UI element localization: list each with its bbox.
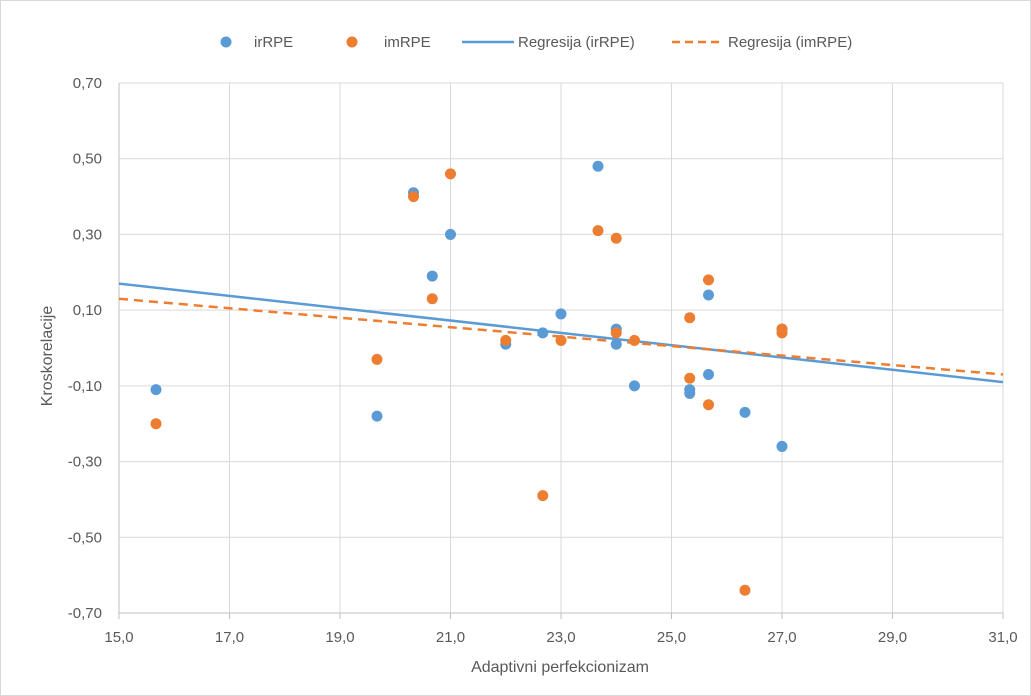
point-irRPE bbox=[537, 327, 549, 339]
x-tick-label: 23,0 bbox=[546, 629, 575, 646]
legend-regression-irRPE-label: Regresija (irRPE) bbox=[518, 34, 635, 51]
x-tick-label: 31,0 bbox=[988, 629, 1017, 646]
point-imRPE bbox=[407, 191, 419, 203]
data-points bbox=[150, 160, 788, 596]
point-imRPE bbox=[610, 327, 622, 339]
y-tick-label: -0,70 bbox=[68, 605, 102, 622]
point-imRPE bbox=[703, 274, 715, 286]
point-irRPE bbox=[776, 440, 788, 452]
point-imRPE bbox=[684, 312, 696, 324]
point-imRPE bbox=[371, 353, 383, 365]
legend: irRPE imRPE Regresija (irRPE) Regresija … bbox=[220, 34, 852, 51]
point-irRPE bbox=[426, 270, 438, 282]
point-imRPE bbox=[426, 293, 438, 305]
point-irRPE bbox=[703, 369, 715, 380]
point-irRPE bbox=[555, 308, 567, 320]
point-irRPE bbox=[739, 406, 751, 418]
x-axis-title: Adaptivni perfekcionizam bbox=[471, 659, 649, 676]
legend-regression-imRPE-label: Regresija (imRPE) bbox=[728, 34, 852, 51]
point-irRPE bbox=[684, 387, 696, 399]
x-tick-labels: 15,0 17,0 19,0 21,0 23,0 25,0 27,0 29,0 31,0 bbox=[104, 629, 1017, 646]
point-imRPE bbox=[739, 584, 751, 596]
y-tick-label: -0,10 bbox=[68, 378, 102, 395]
point-imRPE bbox=[537, 490, 549, 502]
x-tick-label: 25,0 bbox=[657, 629, 686, 646]
point-imRPE bbox=[500, 334, 512, 346]
point-irRPE bbox=[592, 160, 604, 172]
legend-imRPE-marker bbox=[346, 36, 358, 48]
point-irRPE bbox=[150, 384, 162, 396]
y-tick-label: 0,70 bbox=[73, 75, 102, 92]
point-imRPE bbox=[703, 399, 715, 411]
axis-lines bbox=[118, 83, 1004, 619]
y-tick-label: -0,30 bbox=[68, 454, 102, 471]
x-tick-label: 19,0 bbox=[325, 629, 354, 646]
x-tick-label: 27,0 bbox=[767, 629, 796, 646]
legend-irRPE-label: irRPE bbox=[254, 34, 293, 51]
y-tick-label: -0,50 bbox=[68, 529, 102, 546]
y-tick-labels: 0,70 0,50 0,30 0,10 -0,10 -0,30 -0,50 -0,70 bbox=[68, 75, 102, 622]
regression-irRPE-line bbox=[118, 282, 1004, 384]
point-imRPE bbox=[610, 232, 622, 244]
point-irRPE bbox=[703, 289, 715, 301]
point-irRPE bbox=[445, 228, 456, 240]
point-imRPE bbox=[445, 168, 456, 180]
y-tick-label: 0,10 bbox=[73, 302, 102, 319]
point-irRPE bbox=[371, 410, 383, 422]
point-imRPE bbox=[776, 323, 788, 335]
y-tick-label: 0,50 bbox=[73, 151, 102, 168]
y-tick-label: 0,30 bbox=[73, 226, 102, 243]
x-tick-label: 21,0 bbox=[436, 629, 465, 646]
point-imRPE bbox=[150, 418, 162, 430]
legend-imRPE-label: imRPE bbox=[384, 34, 431, 51]
point-imRPE bbox=[628, 334, 640, 346]
point-imRPE bbox=[684, 372, 696, 384]
point-irRPE bbox=[610, 338, 622, 350]
grid-lines bbox=[119, 82, 1004, 613]
x-tick-label: 17,0 bbox=[215, 629, 244, 646]
x-tick-label: 15,0 bbox=[104, 629, 133, 646]
point-imRPE bbox=[555, 334, 567, 346]
point-imRPE bbox=[592, 225, 604, 237]
y-axis-title: Kroskorelacije bbox=[39, 306, 56, 407]
point-irRPE bbox=[628, 380, 640, 392]
legend-irRPE-marker bbox=[220, 36, 232, 48]
x-tick-label: 29,0 bbox=[878, 629, 907, 646]
